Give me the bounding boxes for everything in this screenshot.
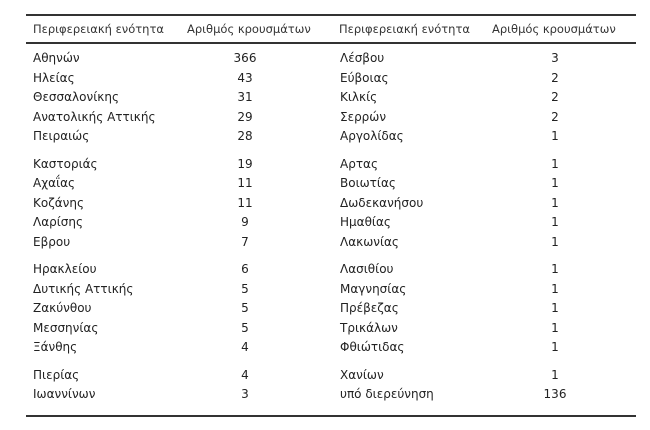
header-rule [26,42,636,44]
region-name: Κιλκίς [340,90,378,105]
region-name: Μαγνησίας [340,281,407,296]
region-name: Λακωνίας [340,234,399,249]
region-name: Φθιώτιδας [340,340,405,355]
region-name: Χανίων [340,367,384,382]
region-name: Ηρακλείου [33,262,97,276]
case-count: 19 [237,156,253,171]
region-name: Ξάνθης [33,340,78,355]
case-count: 11 [237,176,253,191]
region-name: Καστοριάς [33,156,98,171]
region-name: Ιωαννίνων [33,387,96,402]
case-count: 366 [233,51,257,65]
case-count: 5 [241,301,249,316]
region-name: Τρικάλων [340,320,398,335]
case-count: 1 [551,156,559,171]
region-name: Μεσσηνίας [33,320,99,335]
region-name: Ζακύνθου [33,301,92,316]
region-name: Πρέβεζας [340,301,399,316]
region-name: Κοζάνης [33,195,84,210]
top-rule [26,14,636,16]
region-name: Αχαΐας [33,176,76,191]
case-count: 43 [237,70,253,85]
right-header-cases: Αριθμός κρουσμάτων [492,22,616,36]
case-count: 1 [551,340,559,355]
region-name: Ημαθίας [340,215,391,230]
case-count: 1 [551,129,559,144]
region-name: Πειραιώς [33,129,90,144]
right-header-region: Περιφερειακή ενότητα [339,22,470,36]
region-name: Λασιθίου [340,262,394,276]
case-count: 1 [551,320,559,335]
left-header-region: Περιφερειακή ενότητα [33,22,164,36]
case-count: 5 [241,320,249,335]
case-count: 7 [241,234,249,249]
region-name: υπό διερεύνηση [340,387,434,402]
case-count: 31 [237,90,253,105]
case-count: 3 [241,387,249,402]
region-name: Βοιωτίας [340,176,396,191]
case-count: 1 [551,262,559,276]
region-name: Ηλείας [33,70,75,85]
case-count: 1 [551,367,559,382]
region-name: Λαρίσης [33,215,84,230]
case-count: 2 [551,109,559,124]
case-count: 1 [551,195,559,210]
case-count: 3 [551,51,559,65]
region-name: Ανατολικής Αττικής [33,109,156,124]
case-count: 136 [543,387,567,402]
region-name: Δυτικής Αττικής [33,281,134,296]
region-name: Δωδεκανήσου [340,195,424,210]
case-count: 1 [551,301,559,316]
bottom-rule [26,415,636,417]
case-count: 4 [241,340,249,355]
region-name: Αθηνών [33,51,80,65]
case-count: 1 [551,215,559,230]
region-name: Λέσβου [340,51,385,65]
case-count: 4 [241,367,249,382]
case-count: 29 [237,109,253,124]
region-name: Εβρου [33,234,71,249]
case-count: 9 [241,215,249,230]
region-name: Πιερίας [33,367,80,382]
region-name: Σερρών [340,109,387,124]
case-count: 28 [237,129,253,144]
region-name: Αργολίδας [340,129,404,144]
region-name: Εύβοιας [340,70,389,85]
left-header-cases: Αριθμός κρουσμάτων [187,22,311,36]
case-count: 11 [237,195,253,210]
region-name: Θεσσαλονίκης [33,90,119,105]
region-name: Αρτας [340,156,379,171]
case-count: 5 [241,281,249,296]
case-count: 1 [551,176,559,191]
case-count: 2 [551,90,559,105]
case-count: 2 [551,70,559,85]
case-count: 1 [551,234,559,249]
case-count: 1 [551,281,559,296]
case-count: 6 [241,262,249,276]
